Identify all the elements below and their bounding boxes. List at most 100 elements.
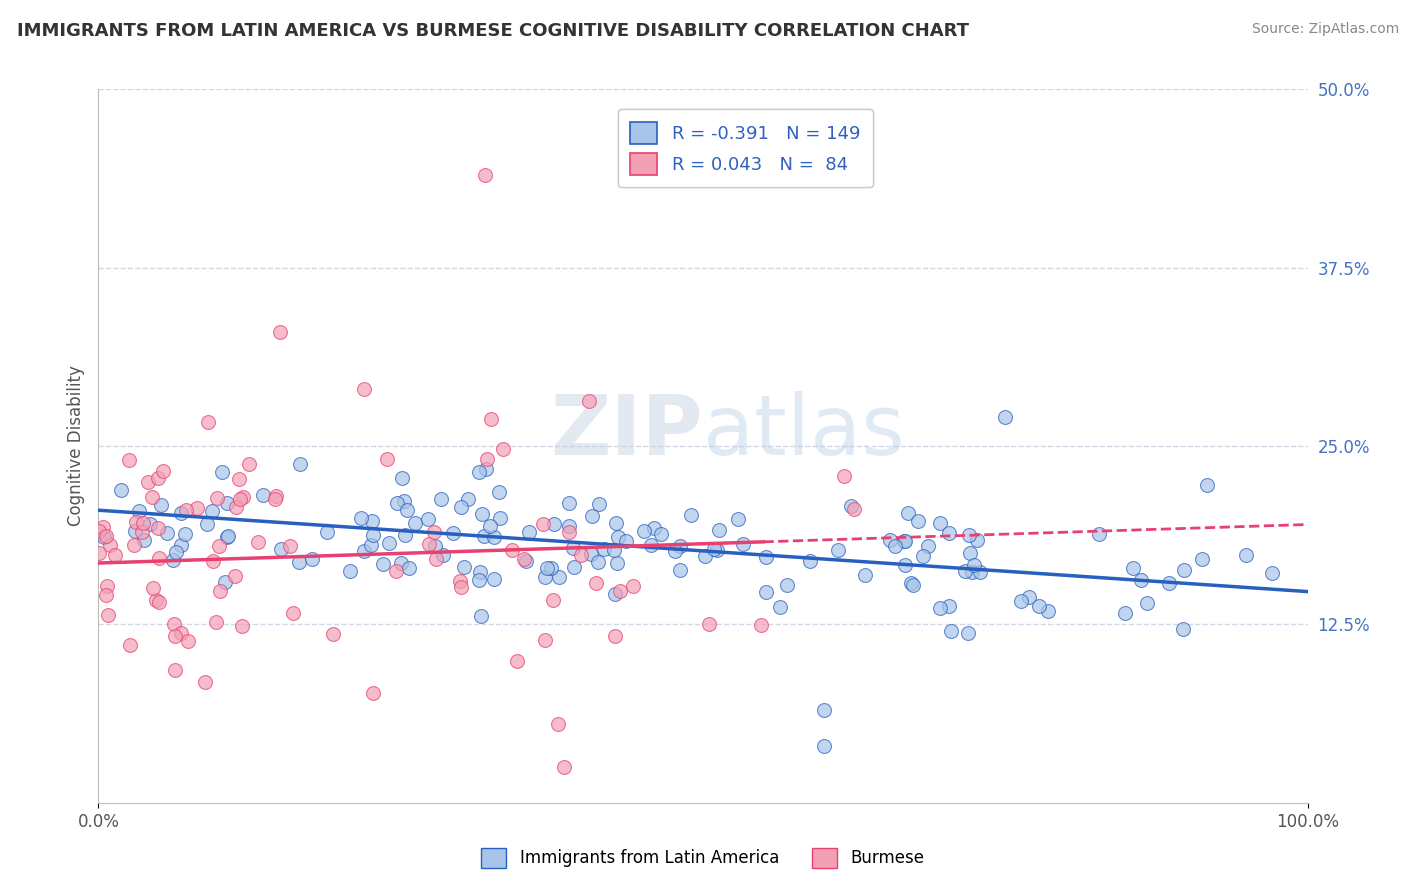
Point xyxy=(278,539,301,553)
Point xyxy=(457,492,479,507)
Point xyxy=(755,550,778,565)
Point xyxy=(96,579,118,593)
Point xyxy=(425,551,447,566)
Point xyxy=(173,526,195,541)
Point xyxy=(141,490,163,504)
Point xyxy=(449,574,471,588)
Point xyxy=(470,609,492,624)
Point xyxy=(146,521,169,535)
Point xyxy=(398,561,420,575)
Point xyxy=(270,542,292,557)
Point xyxy=(1195,478,1218,492)
Point xyxy=(969,565,991,579)
Point xyxy=(681,508,703,522)
Point xyxy=(339,565,361,579)
Point xyxy=(396,502,419,516)
Point xyxy=(224,569,246,583)
Point xyxy=(425,539,447,553)
Point xyxy=(169,507,191,521)
Point xyxy=(385,496,408,510)
Point xyxy=(264,489,287,503)
Point xyxy=(205,615,228,629)
Point xyxy=(501,543,523,558)
Point xyxy=(1136,596,1159,610)
Point xyxy=(124,524,146,538)
Point xyxy=(195,517,218,532)
Point xyxy=(468,465,491,479)
Point xyxy=(827,542,849,557)
Point xyxy=(93,530,115,544)
Point xyxy=(517,524,540,539)
Point xyxy=(900,575,922,590)
Point xyxy=(174,502,197,516)
Point xyxy=(603,543,626,558)
Point xyxy=(963,558,986,572)
Point xyxy=(472,529,495,543)
Point xyxy=(959,546,981,560)
Point xyxy=(98,538,121,552)
Point xyxy=(536,561,558,575)
Point xyxy=(211,465,233,479)
Point xyxy=(371,557,394,571)
Point xyxy=(474,168,496,182)
Point xyxy=(482,531,505,545)
Point xyxy=(482,572,505,586)
Point xyxy=(1114,606,1136,620)
Point xyxy=(232,490,254,504)
Point xyxy=(87,524,110,538)
Point xyxy=(205,491,228,505)
Point xyxy=(569,548,592,562)
Point xyxy=(201,504,224,518)
Point xyxy=(1028,599,1050,613)
Point xyxy=(391,471,413,485)
Point xyxy=(938,599,960,613)
Point xyxy=(252,488,274,502)
Point xyxy=(1234,549,1257,563)
Point xyxy=(640,538,662,552)
Point xyxy=(375,451,398,466)
Point xyxy=(468,573,491,587)
Point xyxy=(884,539,907,553)
Point xyxy=(547,717,569,731)
Point xyxy=(186,500,208,515)
Point xyxy=(540,561,562,575)
Point xyxy=(813,703,835,717)
Legend: R = -0.391   N = 149, R = 0.043   N =  84: R = -0.391 N = 149, R = 0.043 N = 84 xyxy=(617,109,873,187)
Point xyxy=(603,628,626,642)
Point xyxy=(215,530,238,544)
Point xyxy=(264,491,287,506)
Point xyxy=(475,462,498,476)
Point xyxy=(150,498,173,512)
Point xyxy=(1038,604,1060,618)
Point xyxy=(118,453,141,467)
Point xyxy=(643,521,665,535)
Point xyxy=(633,524,655,538)
Point xyxy=(361,527,384,541)
Point xyxy=(994,410,1017,425)
Text: IMMIGRANTS FROM LATIN AMERICA VS BURMESE COGNITIVE DISABILITY CORRELATION CHART: IMMIGRANTS FROM LATIN AMERICA VS BURMESE… xyxy=(17,22,969,40)
Point xyxy=(907,514,929,528)
Point xyxy=(839,499,862,513)
Point xyxy=(603,587,626,601)
Point xyxy=(939,624,962,639)
Point xyxy=(492,442,515,456)
Point xyxy=(148,471,170,485)
Point xyxy=(650,527,672,541)
Point xyxy=(170,626,193,640)
Point xyxy=(541,593,564,607)
Point xyxy=(813,739,835,753)
Point xyxy=(855,568,877,582)
Point xyxy=(842,502,865,516)
Point xyxy=(378,535,401,549)
Text: atlas: atlas xyxy=(703,392,904,472)
Point xyxy=(578,394,600,409)
Point xyxy=(506,654,529,668)
Point xyxy=(231,619,253,633)
Point xyxy=(96,588,118,602)
Point xyxy=(911,549,934,563)
Point xyxy=(669,563,692,577)
Point xyxy=(894,533,917,548)
Point xyxy=(91,520,114,534)
Point xyxy=(238,457,260,471)
Point xyxy=(562,541,585,555)
